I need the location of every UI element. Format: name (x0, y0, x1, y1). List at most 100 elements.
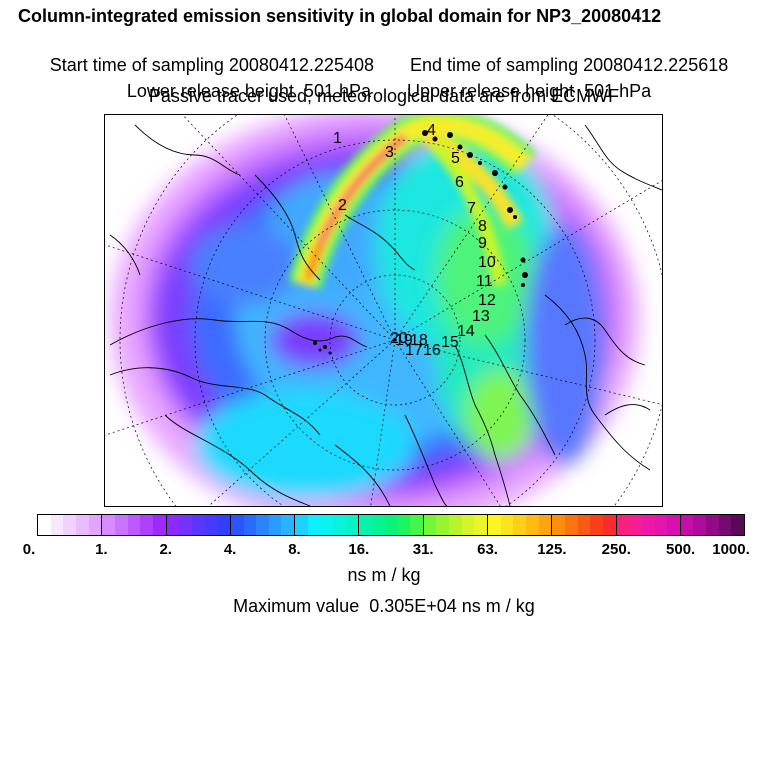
colorbar-tick: 1000. (712, 541, 750, 558)
colorbar-swatch (358, 515, 373, 535)
start-time-label: Start time of sampling 20080412.225408 (49, 55, 374, 75)
trajectory-label: 11 (476, 273, 493, 290)
colorbar-swatch (525, 515, 539, 535)
colorbar-tick: 1. (95, 541, 108, 558)
trajectory-label: 17 (405, 342, 423, 359)
colorbar-swatch (152, 515, 166, 535)
trajectory-label: 19 (395, 332, 413, 349)
colorbar-swatch (679, 515, 694, 535)
trajectory-label: 4 (427, 122, 436, 139)
trajectory-label: 1 (333, 130, 342, 147)
colorbar-swatch (101, 515, 115, 535)
colorbar-swatch (345, 515, 359, 535)
colorbar-swatch (38, 515, 51, 535)
release-heights: Lower release height 501 hPa Upper releas… (0, 61, 768, 101)
colorbar-swatch (320, 515, 334, 535)
lower-release-label: Lower release height 501 hPa (126, 81, 371, 101)
colorbar-swatch (307, 515, 321, 535)
colorbar-swatch (590, 515, 603, 535)
colorbar-tick: 31. (412, 541, 434, 558)
colorbar-swatch (50, 515, 64, 535)
colorbar-swatch (474, 515, 487, 535)
colorbar-swatch (229, 515, 244, 535)
colorbar-swatch (243, 515, 257, 535)
colorbar-tick: 8. (288, 541, 301, 558)
colorbar-tick: 2. (159, 541, 172, 558)
colorbar (37, 514, 745, 536)
trajectory-label: 9 (478, 235, 487, 252)
colorbar-swatch (294, 515, 308, 535)
colorbar-tick: 0. (22, 541, 36, 558)
trajectory-label: 2 (338, 197, 347, 214)
colorbar-swatch (281, 515, 295, 535)
colorbar-tick: 16. (348, 541, 370, 558)
colorbar-swatch (538, 515, 552, 535)
colorbar-swatch (629, 515, 642, 535)
colorbar-swatch (397, 515, 411, 535)
colorbar-swatch (551, 515, 565, 535)
colorbar-tick: 4. (223, 541, 237, 558)
coastlines (109, 124, 662, 506)
trajectory-label: 20 (390, 330, 408, 347)
colorbar-swatch (718, 515, 732, 535)
colorbar-swatch (667, 515, 680, 535)
trajectory-label: 8 (478, 218, 487, 235)
source-dots (313, 130, 528, 355)
trajectory-label: 13 (472, 308, 490, 325)
colorbar-swatch (114, 515, 128, 535)
trajectory-label: 6 (455, 174, 464, 191)
trajectory-label: 16 (423, 342, 441, 359)
colorbar-swatch (577, 515, 591, 535)
colorbar-swatch (513, 515, 526, 535)
colorbar-swatch (140, 515, 153, 535)
trajectory-label: 12 (478, 292, 496, 309)
colorbar-swatch (127, 515, 141, 535)
trajectory-label: 3 (385, 144, 394, 161)
trajectory-label: 10 (478, 254, 496, 271)
colorbar-swatch (486, 515, 501, 535)
colorbar-swatch (179, 515, 192, 535)
colorbar-swatch (706, 515, 719, 535)
colorbar-swatch (731, 515, 744, 535)
colorbar-tick: 63. (477, 541, 498, 558)
colorbar-swatch (615, 515, 630, 535)
colorbar-swatch (217, 515, 230, 535)
colorbar-units: ns m / kg (347, 565, 421, 585)
colorbar-tick: 500. (666, 541, 696, 558)
colorbar-swatch (191, 515, 205, 535)
colorbar-swatch (602, 515, 616, 535)
sampling-times: Start time of sampling 20080412.225408 En… (0, 35, 768, 75)
colorbar-tick: 125. (537, 541, 567, 558)
plume (288, 115, 538, 290)
colorbar-swatch (564, 515, 578, 535)
trajectory-label: 15 (441, 334, 459, 351)
colorbar-swatch (372, 515, 385, 535)
colorbar-tick: 250. (601, 541, 631, 558)
end-time-label: End time of sampling 20080412.225618 (410, 55, 729, 75)
colorbar-swatch (436, 515, 449, 535)
colorbar-swatch (500, 515, 514, 535)
colorbar-swatch (449, 515, 462, 535)
colorbar-swatch (204, 515, 218, 535)
maximum-value: Maximum value 0.305E+04 ns m / kg (233, 596, 535, 616)
emission-sensitivity-map: 1 2 3 4 5 6 7 8 9 10 11 12 13 14 15 16 17 18 19 20 (104, 114, 663, 507)
trajectory-label: 7 (467, 200, 476, 217)
colorbar-swatch (165, 515, 180, 535)
colorbar-swatch (384, 515, 398, 535)
upper-release-label: Upper release height 501 hPa (407, 81, 652, 101)
colorbar-swatch (268, 515, 282, 535)
colorbar-swatch (654, 515, 668, 535)
colorbar-swatch (641, 515, 655, 535)
sensitivity-field (110, 115, 640, 506)
plot-title: Column-integrated emission sensitivity i… (18, 6, 662, 26)
colorbar-swatch (256, 515, 269, 535)
colorbar-swatch (63, 515, 76, 535)
colorbar-swatch (410, 515, 423, 535)
tracer-note: Passive tracer used, meteorological data… (148, 86, 620, 106)
trajectory-label: 14 (457, 323, 475, 340)
trajectory-label: 5 (451, 150, 460, 167)
colorbar-swatch (693, 515, 707, 535)
colorbar-tick-labels: 0. 1. 2. 4. 8. 16. 31. 63. 125. 250. 500. 1000. (0, 541, 768, 561)
